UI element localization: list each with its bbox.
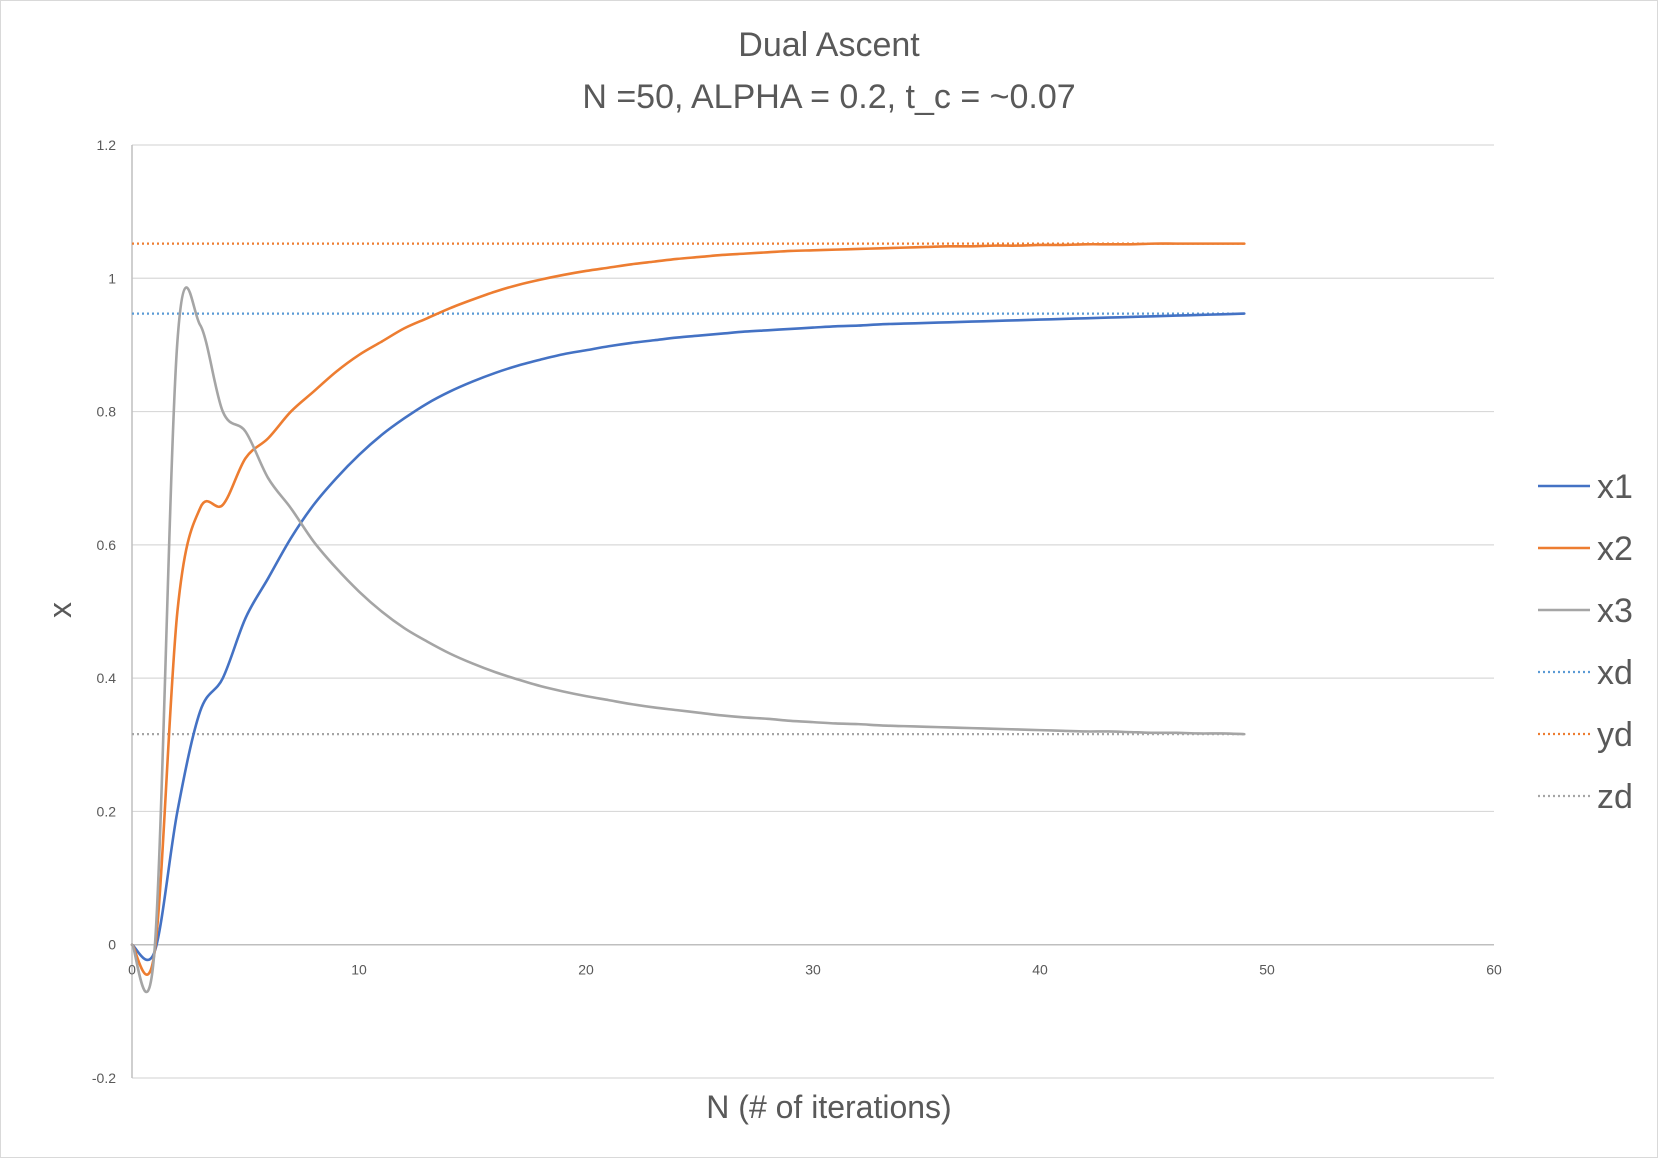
gridlines [132,144,1494,1079]
series-x1-line [130,312,1246,962]
legend-label-x1: x1 [1597,468,1633,506]
series-x2-line [130,242,1246,976]
legend-label-yd: yd [1597,716,1633,754]
y-tick-label: -0.2 [92,1070,116,1086]
x-tick-label: 0 [128,962,136,978]
series-x3-line [130,286,1246,994]
axes [131,145,1494,1078]
legend: x1 x2 x3 xd yd zd [1538,468,1633,816]
chart-title: Dual Ascent [738,26,920,64]
x-tick-labels: 0 10 20 30 40 50 60 [128,962,1502,978]
chart-subtitle: N =50, ALPHA = 0.2, t_c = ~0.07 [582,78,1075,116]
x-tick-label: 10 [351,962,367,978]
x-tick-label: 50 [1259,962,1275,978]
x-tick-label: 20 [578,962,594,978]
y-tick-label: 0.2 [97,803,117,819]
y-tick-label: 1 [108,270,116,286]
y-tick-label: 0.4 [97,670,117,686]
legend-label-x3: x3 [1597,592,1633,630]
y-tick-label: 0.6 [97,537,117,553]
legend-label-xd: xd [1597,654,1633,692]
y-tick-label: 1.2 [97,137,117,153]
y-tick-labels: -0.2 0 0.2 0.4 0.6 0.8 1 1.2 [92,137,116,1086]
x-tick-label: 40 [1032,962,1048,978]
x-tick-label: 30 [805,962,821,978]
series-lines [130,242,1246,994]
legend-label-zd: zd [1597,778,1633,816]
x-axis-title: N (# of iterations) [706,1089,951,1125]
y-tick-label: 0.8 [97,404,117,420]
y-tick-label: 0 [108,937,116,953]
x-tick-label: 60 [1486,962,1502,978]
legend-label-x2: x2 [1597,530,1633,568]
y-axis-title: x [42,602,78,618]
